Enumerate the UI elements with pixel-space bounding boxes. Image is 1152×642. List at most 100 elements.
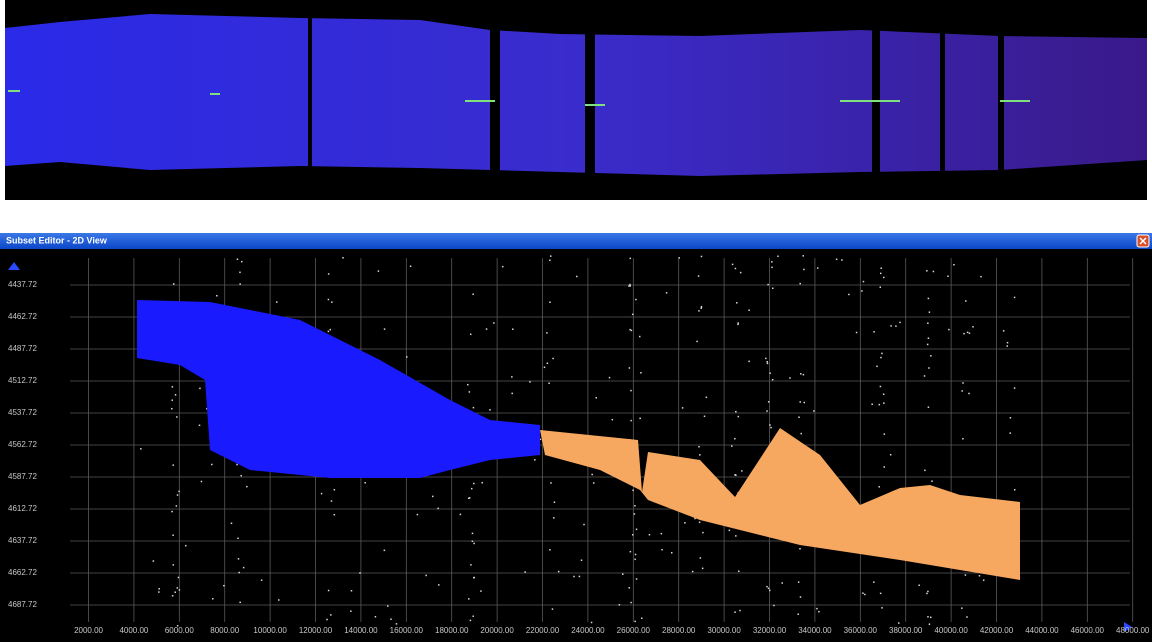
y-tick-label: 4537.72: [8, 408, 37, 417]
stray-point: [140, 448, 142, 450]
stray-point: [698, 446, 700, 448]
stray-point: [633, 513, 636, 515]
stray-point: [879, 286, 882, 288]
stray-point: [629, 283, 631, 286]
stray-point: [735, 410, 737, 413]
stray-point: [982, 579, 985, 581]
stray-point: [468, 497, 471, 499]
stray-point: [880, 267, 882, 269]
stray-point: [737, 322, 740, 324]
stray-point: [557, 570, 560, 573]
stray-point: [431, 495, 434, 498]
stray-point: [468, 598, 470, 600]
stray-point: [176, 587, 179, 589]
stray-point: [239, 271, 241, 274]
stray-point: [771, 378, 774, 381]
stray-point: [628, 587, 630, 589]
stray-point: [739, 609, 741, 612]
stray-point: [172, 564, 175, 566]
x-tick-label: 22000.00: [526, 626, 560, 635]
stray-point: [199, 387, 201, 390]
y-tick-label: 4612.72: [8, 504, 37, 513]
stray-point: [728, 529, 731, 532]
stray-point: [405, 356, 408, 358]
stray-point: [216, 294, 218, 297]
stray-point: [878, 403, 881, 406]
stray-point: [350, 610, 352, 612]
stray-point: [962, 382, 964, 384]
stray-point: [177, 576, 180, 579]
stray-point: [158, 591, 160, 593]
stray-point: [741, 470, 743, 472]
stray-point: [661, 548, 663, 551]
stray-point: [1006, 341, 1009, 344]
stray-point: [861, 290, 863, 292]
stray-point: [237, 558, 240, 560]
stray-point: [239, 283, 241, 285]
stray-point: [383, 549, 386, 552]
stray-point: [489, 409, 491, 411]
stray-point: [330, 614, 332, 616]
stray-point: [734, 611, 736, 613]
stray-point: [734, 474, 736, 476]
stray-point: [767, 401, 770, 403]
stray-point: [773, 604, 775, 607]
x-tick-label: 12000.00: [299, 626, 333, 635]
stray-point: [548, 382, 550, 385]
stray-point: [781, 582, 783, 584]
stray-point: [171, 595, 174, 597]
stray-point: [927, 590, 929, 593]
stray-point: [1009, 417, 1012, 419]
stray-point: [924, 469, 926, 472]
stray-point: [320, 492, 323, 495]
stray-point: [881, 607, 883, 609]
stray-point: [855, 331, 858, 334]
stray-point: [700, 307, 702, 309]
stray-point: [576, 275, 578, 278]
x-tick-label: 14000.00: [344, 626, 378, 635]
stray-point: [660, 532, 663, 535]
stray-point: [174, 394, 177, 396]
stray-point: [864, 593, 866, 596]
stray-point: [735, 535, 737, 537]
stray-point: [748, 309, 750, 312]
stray-point: [471, 540, 474, 543]
stray-point: [876, 365, 878, 368]
stray-point: [549, 255, 552, 257]
stray-point: [573, 575, 575, 578]
stray-point: [470, 564, 472, 566]
stray-point: [608, 376, 611, 379]
stray-point: [416, 513, 419, 516]
stray-point: [770, 426, 772, 429]
stray-point: [223, 584, 225, 587]
stray-point: [813, 410, 815, 412]
stray-point: [473, 542, 475, 545]
stray-point: [333, 513, 336, 516]
y-tick-label: 4687.72: [8, 600, 37, 609]
stray-point: [158, 588, 160, 590]
stray-point: [543, 366, 546, 369]
stray-point: [634, 505, 636, 507]
stray-point: [735, 474, 737, 477]
stray-point: [948, 328, 950, 331]
stray-point: [665, 292, 668, 294]
stray-point: [551, 608, 554, 610]
cloud-highlights: [8, 90, 1030, 106]
stray-point: [848, 293, 850, 296]
stray-point: [699, 454, 701, 456]
stray-point: [879, 272, 882, 275]
stray-point: [736, 302, 738, 304]
y-tick-label: 4462.72: [8, 312, 37, 321]
stray-point: [327, 273, 330, 275]
x-tick-label: 42000.00: [980, 626, 1014, 635]
stray-point: [818, 610, 820, 613]
stray-point: [737, 415, 740, 418]
stray-point: [766, 361, 768, 363]
y-tick-label: 4512.72: [8, 376, 37, 385]
stray-point: [966, 616, 968, 618]
stray-point: [771, 261, 773, 263]
stray-point: [799, 596, 802, 598]
stray-point: [175, 505, 178, 507]
stray-point: [350, 590, 353, 592]
